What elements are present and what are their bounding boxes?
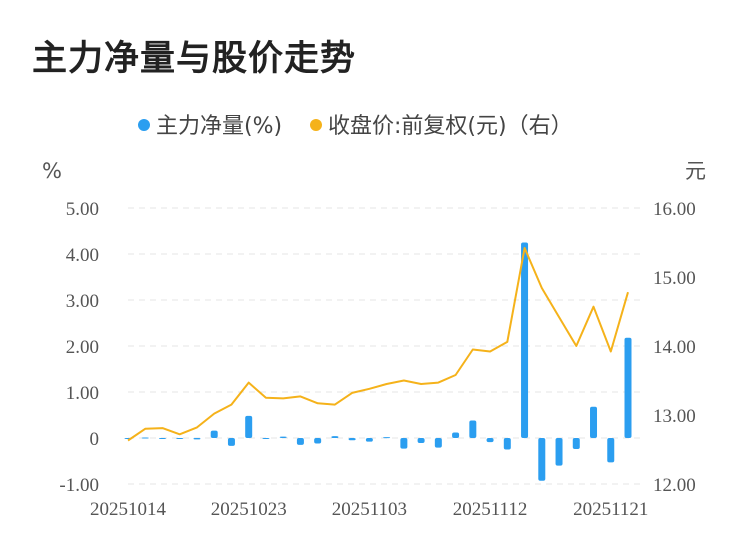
bar	[555, 438, 563, 466]
x-axis: 20251014 20251023 20251103 20251112 20251121	[90, 499, 648, 520]
left-tick-label: 3.00	[66, 291, 99, 312]
right-axis-unit: 元	[685, 159, 706, 183]
bar	[383, 437, 391, 439]
right-tick-label: 14.00	[653, 337, 696, 358]
bar	[434, 438, 442, 448]
x-tick-label: 20251023	[211, 499, 287, 520]
left-tick-label: 1.00	[66, 383, 99, 404]
bar	[227, 438, 235, 446]
bar	[452, 432, 460, 438]
bar	[279, 436, 287, 438]
bar	[262, 438, 270, 439]
left-tick-label: 2.00	[66, 337, 99, 358]
right-axis: 16.00 15.00 14.00 13.00 12.00	[653, 199, 696, 496]
gridlines	[128, 207, 640, 485]
bar	[624, 337, 632, 438]
bar	[572, 438, 580, 450]
bar	[210, 430, 218, 438]
bar	[245, 415, 253, 438]
left-axis-unit: %	[42, 159, 62, 183]
line-series	[127, 247, 629, 442]
right-tick-label: 12.00	[653, 475, 696, 496]
legend-label-0: 主力净量(%)	[156, 114, 282, 139]
x-tick-label: 20251103	[332, 499, 407, 520]
right-tick-label: 15.00	[653, 268, 696, 289]
chart-title: 主力净量与股价走势	[32, 39, 357, 79]
bar	[521, 242, 529, 438]
bar	[607, 438, 615, 463]
bar	[331, 436, 339, 438]
x-tick-label: 20251121	[573, 499, 648, 520]
bar	[314, 438, 322, 444]
price-line	[127, 247, 629, 442]
left-tick-label: -1.00	[59, 475, 99, 496]
legend-label-1: 收盘价:前复权(元)（右）	[328, 114, 573, 139]
left-axis: 5.00 4.00 3.00 2.00 1.00 0 -1.00	[59, 199, 99, 496]
bar	[193, 438, 201, 440]
bar	[176, 438, 184, 439]
bar	[141, 437, 149, 439]
bar-series	[124, 242, 632, 481]
bar	[400, 438, 408, 449]
bar	[158, 438, 166, 439]
bar	[365, 438, 373, 442]
left-tick-label: 0	[90, 429, 100, 450]
legend-marker-1	[310, 119, 322, 131]
bar	[503, 438, 511, 450]
left-tick-label: 4.00	[66, 245, 99, 266]
bar	[486, 438, 494, 443]
bar	[538, 438, 546, 481]
x-tick-label: 20251014	[90, 499, 167, 520]
legend: 主力净量(%) 收盘价:前复权(元)（右）	[138, 114, 573, 139]
x-tick-label: 20251112	[453, 499, 528, 520]
right-tick-label: 13.00	[653, 406, 696, 427]
bar	[590, 406, 598, 438]
legend-marker-0	[138, 119, 150, 131]
bar	[417, 438, 425, 444]
bar	[296, 438, 304, 445]
left-tick-label: 5.00	[66, 199, 99, 220]
right-tick-label: 16.00	[653, 199, 696, 220]
bar	[348, 438, 356, 441]
bar	[469, 420, 477, 438]
